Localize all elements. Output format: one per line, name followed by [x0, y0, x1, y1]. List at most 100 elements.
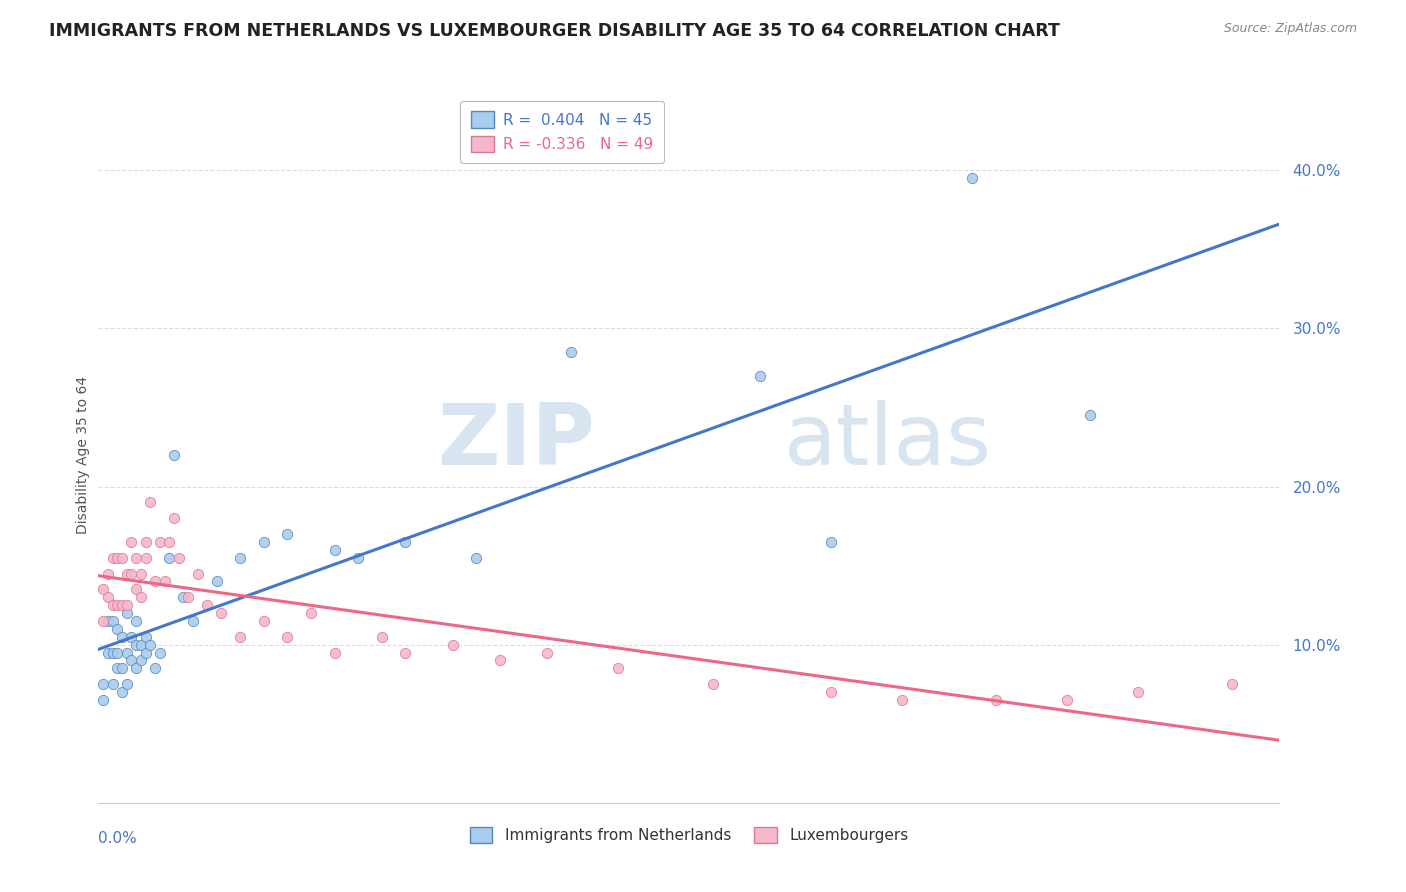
Point — [101, 614, 124, 628]
Point — [187, 566, 209, 581]
Point — [441, 638, 464, 652]
Point — [465, 550, 488, 565]
Point — [129, 591, 152, 605]
Point — [1126, 685, 1149, 699]
Point — [97, 614, 120, 628]
Point — [121, 653, 143, 667]
Point — [820, 534, 842, 549]
Text: ZIP: ZIP — [437, 400, 595, 483]
Point — [129, 566, 152, 581]
Point — [163, 448, 186, 462]
Point — [97, 646, 120, 660]
Point — [105, 646, 128, 660]
Point — [229, 630, 252, 644]
Point — [101, 677, 124, 691]
Point — [607, 661, 630, 675]
Point — [167, 550, 190, 565]
Point — [135, 534, 157, 549]
Point — [1220, 677, 1243, 691]
Point — [111, 685, 134, 699]
Point — [135, 550, 157, 565]
Text: Source: ZipAtlas.com: Source: ZipAtlas.com — [1223, 22, 1357, 36]
Point — [105, 598, 128, 612]
Point — [115, 566, 138, 581]
Point — [820, 685, 842, 699]
Point — [125, 638, 148, 652]
Point — [394, 646, 416, 660]
Point — [143, 661, 166, 675]
Point — [962, 171, 984, 186]
Point — [125, 614, 148, 628]
Point — [323, 646, 346, 660]
Point — [135, 646, 157, 660]
Point — [101, 598, 124, 612]
Point — [121, 534, 143, 549]
Point — [195, 598, 218, 612]
Point — [299, 606, 322, 620]
Legend: Immigrants from Netherlands, Luxembourgers: Immigrants from Netherlands, Luxembourge… — [463, 819, 915, 851]
Point — [748, 368, 770, 383]
Point — [229, 550, 252, 565]
Point — [177, 591, 200, 605]
Point — [1056, 693, 1078, 707]
Point — [163, 511, 186, 525]
Point — [125, 582, 148, 597]
Point — [125, 550, 148, 565]
Point — [129, 653, 152, 667]
Point — [205, 574, 228, 589]
Point — [157, 534, 180, 549]
Point — [111, 630, 134, 644]
Point — [121, 566, 143, 581]
Point — [111, 661, 134, 675]
Point — [984, 693, 1007, 707]
Point — [560, 345, 582, 359]
Point — [143, 574, 166, 589]
Point — [371, 630, 394, 644]
Point — [153, 574, 176, 589]
Point — [1080, 409, 1102, 423]
Point — [394, 534, 416, 549]
Point — [172, 591, 194, 605]
Point — [253, 534, 276, 549]
Point — [139, 495, 162, 509]
Point — [129, 638, 152, 652]
Point — [276, 527, 298, 541]
Point — [105, 622, 128, 636]
Point — [91, 582, 114, 597]
Point — [253, 614, 276, 628]
Point — [115, 606, 138, 620]
Point — [125, 661, 148, 675]
Point — [105, 661, 128, 675]
Point — [149, 646, 172, 660]
Point — [91, 677, 114, 691]
Text: atlas: atlas — [783, 400, 991, 483]
Point — [149, 534, 172, 549]
Text: IMMIGRANTS FROM NETHERLANDS VS LUXEMBOURGER DISABILITY AGE 35 TO 64 CORRELATION : IMMIGRANTS FROM NETHERLANDS VS LUXEMBOUR… — [49, 22, 1060, 40]
Point — [91, 614, 114, 628]
Point — [135, 630, 157, 644]
Point — [323, 542, 346, 557]
Point — [111, 550, 134, 565]
Point — [97, 566, 120, 581]
Point — [702, 677, 724, 691]
Point — [489, 653, 512, 667]
Point — [276, 630, 298, 644]
Point — [157, 550, 180, 565]
Point — [115, 677, 138, 691]
Y-axis label: Disability Age 35 to 64: Disability Age 35 to 64 — [76, 376, 90, 534]
Point — [536, 646, 558, 660]
Point — [111, 598, 134, 612]
Point — [890, 693, 912, 707]
Point — [101, 646, 124, 660]
Point — [97, 591, 120, 605]
Point — [101, 550, 124, 565]
Text: 0.0%: 0.0% — [98, 830, 138, 846]
Point — [115, 646, 138, 660]
Point — [115, 598, 138, 612]
Point — [347, 550, 370, 565]
Point — [91, 693, 114, 707]
Point — [209, 606, 232, 620]
Point — [139, 638, 162, 652]
Point — [181, 614, 204, 628]
Point — [105, 550, 128, 565]
